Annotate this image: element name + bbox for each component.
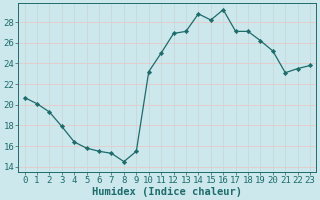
X-axis label: Humidex (Indice chaleur): Humidex (Indice chaleur) xyxy=(92,186,242,197)
